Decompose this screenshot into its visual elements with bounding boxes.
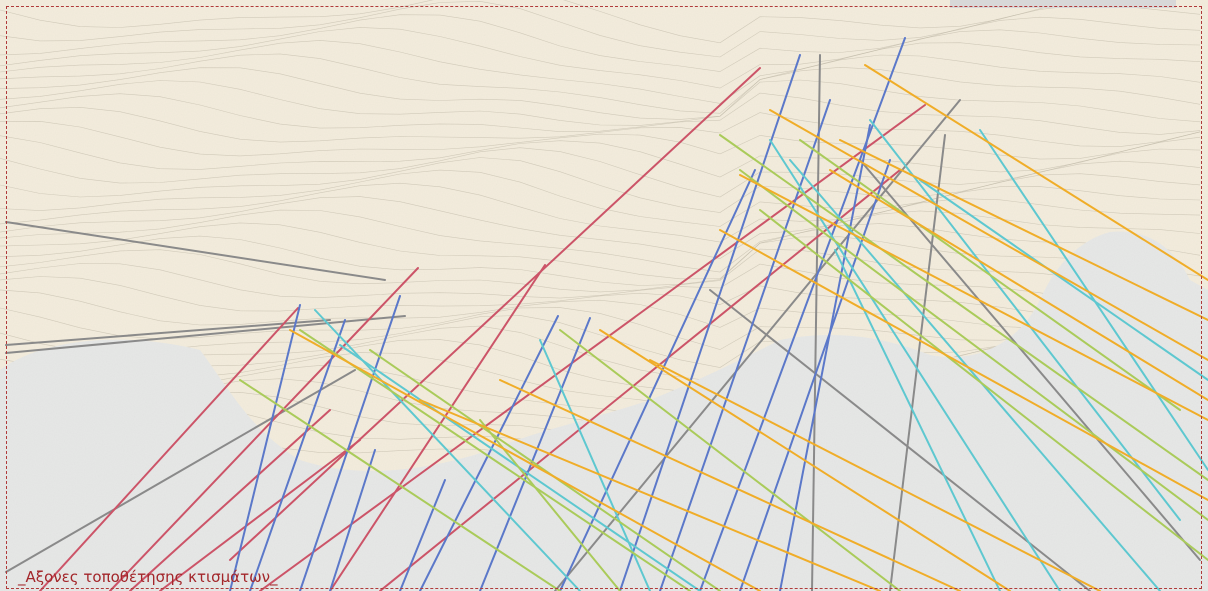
axis-grey-line	[5, 315, 406, 354]
axis-blue-line	[479, 317, 591, 591]
axis-green-line	[719, 134, 1208, 481]
axis-blue-line	[249, 319, 346, 591]
axis-blue-line	[419, 315, 559, 591]
axis-cyan-line	[789, 159, 1161, 591]
axis-blue-line	[779, 124, 871, 591]
axis-green-line	[759, 209, 1208, 561]
axis-red-line	[159, 439, 361, 591]
axis-grey-line	[5, 319, 331, 346]
axis-orange-line	[839, 139, 1208, 321]
corner-tab	[950, 0, 1176, 8]
axis-grey-line	[889, 134, 946, 591]
axis-blue-line	[229, 304, 301, 591]
axis-orange-line	[289, 329, 761, 591]
axis-cyan-line	[539, 339, 651, 591]
axis-orange-line	[739, 174, 1208, 421]
axis-red-line	[39, 307, 299, 591]
axis-orange-line	[419, 399, 881, 591]
axis-blue-line	[399, 479, 446, 591]
axis-red-line	[229, 67, 761, 561]
axis-orange-line	[864, 64, 1208, 281]
axis-blue-line	[659, 99, 831, 591]
map-caption: _Αξονες τοποθέτησης κτισμάτων_	[18, 568, 278, 586]
building-axes	[5, 37, 1208, 591]
axis-grey-line	[5, 369, 356, 573]
axis-green-line	[559, 329, 901, 591]
axis-cyan-line	[869, 119, 1181, 521]
axis-orange-line	[599, 329, 1011, 591]
axis-grey-line	[811, 54, 821, 591]
axis-blue-line	[699, 37, 906, 591]
axis-red-line	[379, 169, 901, 591]
axis-blue-line	[619, 54, 801, 591]
axis-blue-line	[739, 159, 891, 591]
axis-red-line	[329, 264, 546, 591]
axis-grey-line	[554, 99, 961, 591]
axis-grey-line	[859, 159, 1201, 561]
axis-cyan-line	[834, 249, 1001, 591]
axis-orange-line	[499, 379, 961, 591]
axis-cyan-line	[314, 309, 581, 591]
axis-orange-line	[829, 169, 1208, 401]
axis-green-line	[299, 329, 691, 591]
axis-red-line	[109, 267, 419, 591]
axis-green-line	[799, 139, 1181, 411]
axis-orange-line	[719, 229, 1208, 501]
axis-orange-line	[769, 109, 1208, 361]
axis-red-line	[259, 104, 926, 591]
axis-cyan-line	[919, 179, 1208, 381]
axis-orange-line	[649, 359, 1101, 591]
axis-green-line	[239, 379, 561, 591]
axis-grey-line	[5, 221, 386, 281]
axis-green-line	[739, 169, 1208, 521]
axis-red-line	[129, 409, 331, 591]
axis-blue-line	[559, 169, 756, 591]
axis-blue-line	[329, 449, 376, 591]
axis-blue-line	[299, 295, 401, 591]
